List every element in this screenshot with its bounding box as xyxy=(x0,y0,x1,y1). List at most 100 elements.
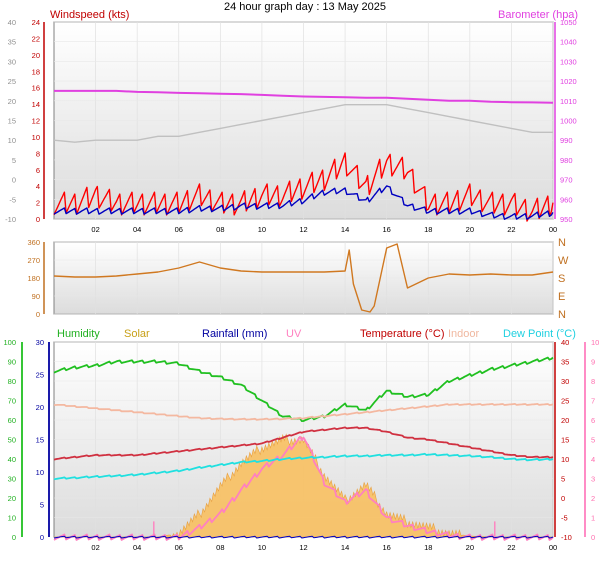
outer-wind-tick: -5 xyxy=(9,195,16,204)
temperature-tick: 40 xyxy=(561,338,569,347)
outer-wind-tick: 0 xyxy=(12,176,16,185)
wind-kts-tick: 8 xyxy=(36,149,40,158)
indoor-line xyxy=(54,402,554,421)
humidity-line xyxy=(53,356,554,423)
barometer-tick: 990 xyxy=(560,136,573,145)
outer-wind-tick: 10 xyxy=(8,136,16,145)
outer-wind-tick: -10 xyxy=(5,215,16,224)
x-tick-label: 16 xyxy=(382,543,390,552)
temperature-tick: 10 xyxy=(561,455,569,464)
x-tick-label: 00 xyxy=(549,225,557,234)
uv-tick: 6 xyxy=(591,416,595,425)
dew-point-line xyxy=(53,452,554,481)
rainfall-tick: 25 xyxy=(36,371,44,380)
wind-kts-tick: 24 xyxy=(32,18,40,27)
direction-degree-tick: 270 xyxy=(27,256,40,265)
uv-tick: 2 xyxy=(591,494,595,503)
dew-point-label: Dew Point (°C) xyxy=(503,328,576,340)
wind-kts-tick: 20 xyxy=(32,51,40,60)
wind-direction-line xyxy=(53,243,554,313)
rainfall-tick: 0 xyxy=(40,533,44,542)
humidity-tick: 80 xyxy=(8,377,16,386)
humidity-label: Humidity xyxy=(57,328,100,340)
barometer-tick: 1030 xyxy=(560,57,577,66)
barometer-tick: 980 xyxy=(560,156,573,165)
barometer-tick: 1000 xyxy=(560,117,577,126)
barometer-tick: 950 xyxy=(560,215,573,224)
temperature-tick: 25 xyxy=(561,397,569,406)
uv-tick: 8 xyxy=(591,377,595,386)
compass-label: W xyxy=(558,255,569,267)
rainfall-tick: 20 xyxy=(36,403,44,412)
x-tick-label: 22 xyxy=(507,543,515,552)
windspeed-label: Windspeed (kts) xyxy=(50,9,129,21)
direction-degree-tick: 90 xyxy=(32,292,40,301)
x-tick-label: 14 xyxy=(341,543,349,552)
outer-wind-tick: 25 xyxy=(8,77,16,86)
barometer-tick: 970 xyxy=(560,176,573,185)
compass-label: N xyxy=(558,237,566,249)
wind-kts-tick: 4 xyxy=(36,182,40,191)
barometer-line xyxy=(54,89,554,104)
humidity-tick: 40 xyxy=(8,455,16,464)
barometer-label: Barometer (hpa) xyxy=(498,9,578,21)
wind-kts-tick: 0 xyxy=(36,215,40,224)
humidity-tick: 90 xyxy=(8,358,16,367)
rainfall-tick: 15 xyxy=(36,436,44,445)
uv-tick: 10 xyxy=(591,338,599,347)
x-tick-label: 18 xyxy=(424,225,432,234)
rainfall-tick: 5 xyxy=(40,501,44,510)
temperature-tick: 0 xyxy=(561,494,565,503)
solar-label: Solar xyxy=(124,328,150,340)
x-tick-label: 08 xyxy=(216,225,224,234)
chart-title: 24 hour graph day : 13 May 2025 xyxy=(224,1,386,13)
uv-tick: 0 xyxy=(591,533,595,542)
outer-wind-tick: 40 xyxy=(8,18,16,27)
temperature-tick: 35 xyxy=(561,358,569,367)
wind-kts-tick: 16 xyxy=(32,84,40,93)
temperature-line xyxy=(53,426,554,461)
compass-label: S xyxy=(558,273,565,285)
humidity-tick: 60 xyxy=(8,416,16,425)
average-wind-line xyxy=(53,185,554,221)
gust-line xyxy=(53,152,554,222)
compass-label: N xyxy=(558,309,566,321)
x-tick-label: 02 xyxy=(91,543,99,552)
temperature-tick: 20 xyxy=(561,416,569,425)
uv-tick: 5 xyxy=(591,436,595,445)
uv-tick: 3 xyxy=(591,475,595,484)
uv-tick: 4 xyxy=(591,455,595,464)
x-tick-label: 18 xyxy=(424,543,432,552)
temperature-tick: -5 xyxy=(561,514,568,523)
humidity-tick: 20 xyxy=(8,494,16,503)
indoor-label: Indoor xyxy=(448,328,480,340)
x-tick-label: 04 xyxy=(133,225,141,234)
x-tick-label: 00 xyxy=(549,543,557,552)
outer-wind-tick: 15 xyxy=(8,117,16,126)
uv-tick: 9 xyxy=(591,358,595,367)
wind-kts-tick: 10 xyxy=(32,133,40,142)
humidity-tick: 70 xyxy=(8,397,16,406)
x-tick-label: 02 xyxy=(91,225,99,234)
x-tick-label: 14 xyxy=(341,225,349,234)
humidity-tick: 50 xyxy=(8,436,16,445)
wind-trace-grey-line xyxy=(53,103,553,143)
temperature-tick: 30 xyxy=(561,377,569,386)
uv-label: UV xyxy=(286,328,302,340)
direction-degree-tick: 0 xyxy=(36,310,40,319)
x-tick-label: 10 xyxy=(258,543,266,552)
wind-kts-tick: 22 xyxy=(32,34,40,43)
humidity-tick: 100 xyxy=(3,338,16,347)
x-tick-label: 20 xyxy=(466,543,474,552)
wind-kts-tick: 2 xyxy=(36,199,40,208)
x-tick-label: 08 xyxy=(216,543,224,552)
barometer-tick: 1010 xyxy=(560,97,577,106)
x-tick-label: 10 xyxy=(258,225,266,234)
x-tick-label: 06 xyxy=(175,225,183,234)
barometer-tick: 1050 xyxy=(560,18,577,27)
direction-degree-tick: 360 xyxy=(27,238,40,247)
humidity-tick: 30 xyxy=(8,475,16,484)
uv-tick: 7 xyxy=(591,397,595,406)
temperature-tick: 15 xyxy=(561,436,569,445)
